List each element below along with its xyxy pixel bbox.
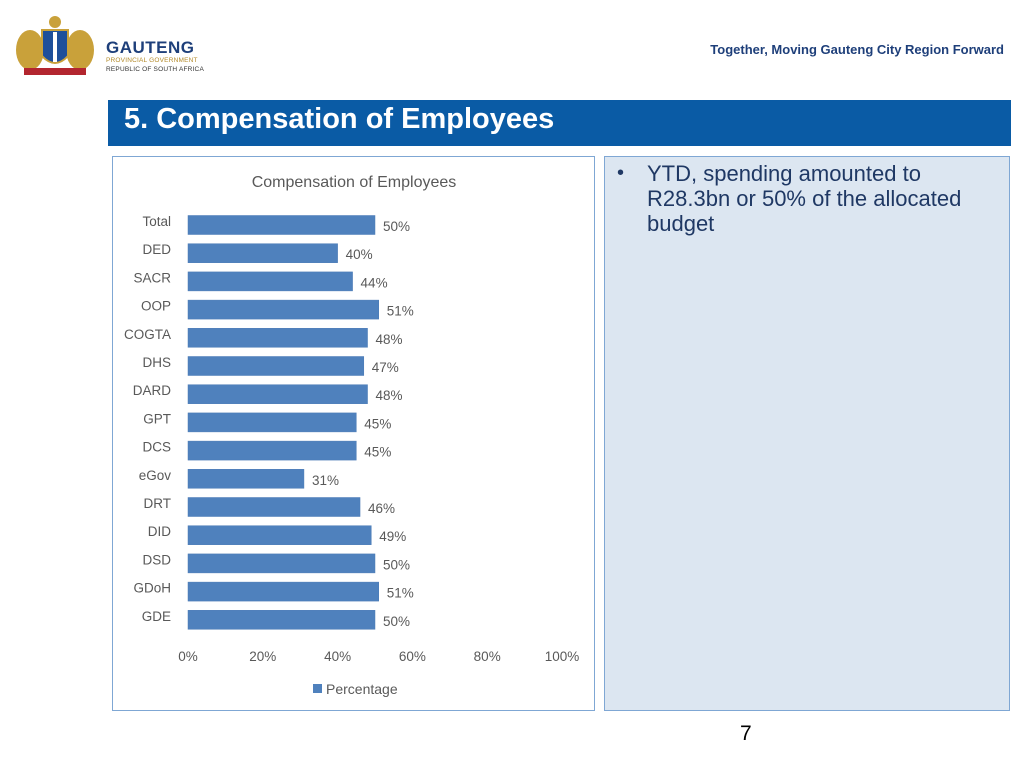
data-label: 50% — [383, 614, 410, 629]
legend-swatch — [313, 684, 322, 693]
data-label: 48% — [376, 332, 403, 347]
data-label: 31% — [312, 473, 339, 488]
category-label: GPT — [143, 411, 171, 426]
category-label: GDoH — [133, 581, 171, 596]
x-tick-label: 40% — [324, 649, 351, 664]
page-number: 7 — [740, 722, 752, 745]
bar-chart: Compensation of Employees Total 50% DED 40% S… — [124, 174, 580, 697]
data-label: 40% — [346, 247, 373, 262]
category-label: DID — [148, 524, 172, 539]
bar — [187, 271, 353, 292]
category-label: DHS — [142, 355, 171, 370]
bar — [187, 610, 376, 630]
x-tick-label: 80% — [474, 649, 501, 664]
data-label: 51% — [387, 304, 414, 319]
bar — [187, 553, 376, 574]
bullet-text: YTD, spending amounted to R28.3bn or 50%… — [647, 161, 962, 236]
data-label: 47% — [372, 360, 399, 375]
category-label: DED — [142, 242, 171, 257]
chart-title: Compensation of Employees — [252, 174, 457, 191]
data-label: 44% — [361, 275, 388, 290]
category-label: eGov — [139, 468, 172, 483]
header: GAUTENG PROVINCIAL GOVERNMENT REPUBLIC O… — [0, 0, 1024, 90]
category-label: OOP — [141, 299, 171, 314]
data-label: 48% — [376, 388, 403, 403]
data-label: 50% — [383, 219, 410, 234]
x-tick-label: 0% — [178, 649, 198, 664]
bar — [187, 440, 357, 461]
bar — [187, 497, 361, 517]
legend-label: Percentage — [326, 681, 398, 697]
org-name: GAUTENG — [106, 38, 195, 57]
org-country: REPUBLIC OF SOUTH AFRICA — [106, 66, 204, 73]
data-label: 46% — [368, 501, 395, 516]
bar — [187, 356, 365, 376]
data-label: 45% — [364, 445, 391, 460]
x-tick-label: 20% — [249, 649, 276, 664]
category-label: DCS — [142, 440, 171, 455]
bar — [187, 412, 357, 433]
bar — [187, 525, 372, 545]
bar — [187, 384, 368, 404]
slide-title: 5. Compensation of Employees — [124, 103, 555, 135]
x-tick-label: 60% — [399, 649, 426, 664]
bullet-item: • YTD, spending amounted to R28.3bn or 5… — [617, 161, 997, 236]
category-label: SACR — [133, 270, 171, 285]
bar — [187, 328, 368, 348]
bullet-icon: • — [617, 162, 625, 184]
tagline: Together, Moving Gauteng City Region For… — [710, 42, 1004, 57]
x-tick-label: 100% — [545, 649, 580, 664]
coat-of-arms-logo — [16, 16, 94, 75]
bar — [187, 469, 305, 489]
category-label: DRT — [143, 496, 171, 511]
data-label: 45% — [364, 416, 391, 431]
summary-panel: • YTD, spending amounted to R28.3bn or 5… — [604, 156, 1010, 711]
org-subtitle: PROVINCIAL GOVERNMENT — [106, 57, 198, 64]
bar — [187, 215, 376, 235]
category-label: COGTA — [124, 327, 171, 342]
category-label: GDE — [142, 609, 171, 624]
bar — [187, 243, 338, 263]
category-label: DARD — [133, 383, 172, 398]
bar — [187, 299, 379, 320]
data-label: 51% — [387, 586, 414, 601]
title-bar: 5. Compensation of Employees — [108, 100, 1011, 146]
data-label: 50% — [383, 557, 410, 572]
bar — [187, 581, 379, 602]
chart-panel: Compensation of Employees Total 50% DED 40% S… — [112, 156, 595, 711]
category-label: DSD — [142, 552, 171, 567]
category-label: Total — [142, 214, 171, 229]
data-label: 49% — [379, 529, 406, 544]
